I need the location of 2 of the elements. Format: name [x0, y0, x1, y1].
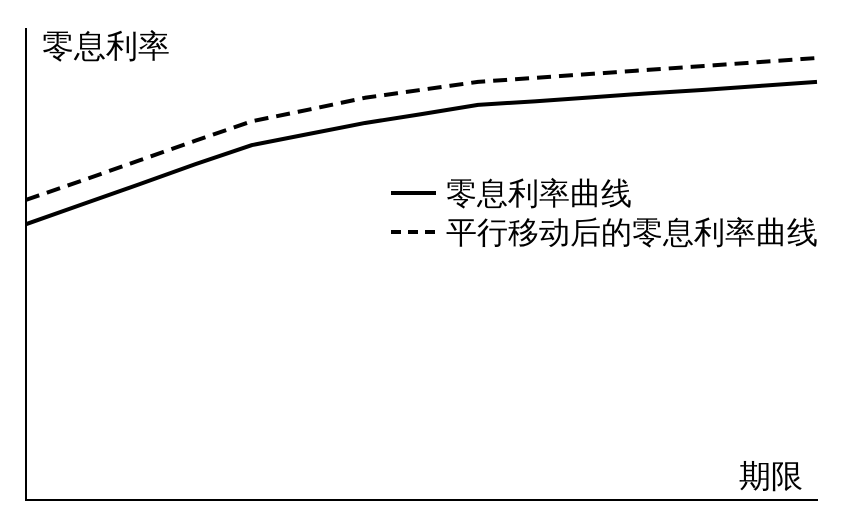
xlabel: 期限 — [739, 458, 803, 494]
ylabel: 零息利率 — [42, 28, 170, 64]
